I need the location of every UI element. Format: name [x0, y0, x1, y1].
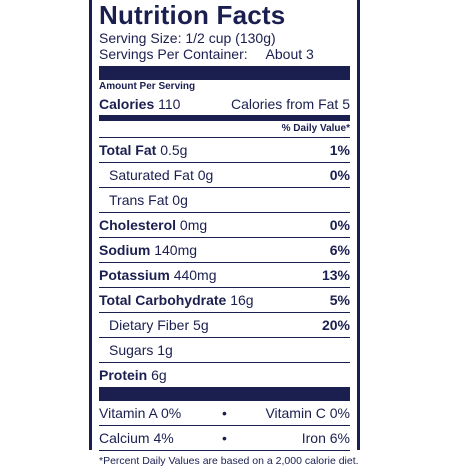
nutrient-amount: 1g — [157, 342, 173, 358]
nutrient-name: Saturated Fat — [109, 167, 194, 183]
medium-divider — [99, 115, 350, 121]
servings-per-container-value: About 3 — [265, 46, 314, 62]
nutrient-row-total-carbohydrate: Total Carbohydrate 16g 5% — [99, 287, 350, 312]
nutrient-amount: 140mg — [154, 242, 198, 258]
vitamin-a: Vitamin A 0% — [99, 405, 182, 421]
nutrient-row-total-fat: Total Fat 0.5g 1% — [99, 137, 350, 162]
footnote: *Percent Daily Values are based on a 2,0… — [99, 450, 359, 469]
nutrient-amount: 0g — [172, 192, 188, 208]
nutrient-name: Sodium — [99, 242, 151, 258]
amount-per-serving: Amount Per Serving — [99, 81, 196, 92]
nutrient-amount: 0.5g — [160, 142, 188, 158]
nutrient-name: Sugars — [109, 342, 154, 358]
nutrient-row-trans-fat: Trans Fat 0g — [99, 187, 350, 212]
label-title: Nutrition Facts — [99, 0, 286, 30]
servings-per-container: Servings Per Container: About 3 — [99, 46, 350, 62]
nutrient-name: Protein — [99, 367, 148, 383]
nutrient-name: Potassium — [99, 267, 170, 283]
nutrient-dv: 1% — [329, 142, 350, 158]
nutrient-row-sugars: Sugars 1g — [99, 337, 350, 362]
thick-divider — [99, 387, 350, 401]
calories-label: Calories — [99, 96, 155, 112]
nutrient-row-dietary-fiber: Dietary Fiber 5g 20% — [99, 312, 350, 337]
nutrient-amount: 6g — [151, 367, 167, 383]
nutrient-amount: 0mg — [179, 217, 208, 233]
nutrition-label: Nutrition Facts Serving Size: 1/2 cup (1… — [89, 0, 360, 467]
bullet-separator: • — [222, 405, 227, 421]
nutrient-row-saturated-fat: Saturated Fat 0g 0% — [99, 162, 350, 187]
nutrient-row-cholesterol: Cholesterol 0mg 0% — [99, 212, 350, 237]
nutrient-dv: 0% — [329, 217, 350, 233]
nutrient-amount: 440mg — [173, 267, 217, 283]
calories-value: 110 — [158, 96, 181, 112]
nutrient-amount: 16g — [230, 292, 254, 308]
calcium: Calcium 4% — [99, 430, 174, 446]
nutrient-name: Total Carbohydrate — [99, 292, 227, 308]
vitamin-row: Vitamin A 0% • Vitamin C 0% — [99, 401, 350, 425]
nutrient-dv: 0% — [329, 167, 350, 183]
nutrient-row-sodium: Sodium 140mg 6% — [99, 237, 350, 262]
nutrient-name: Cholesterol — [99, 217, 177, 233]
nutrient-dv: 6% — [329, 242, 350, 258]
nutrient-name: Total Fat — [99, 142, 157, 158]
iron: Iron 6% — [301, 430, 350, 446]
thick-divider — [99, 66, 350, 80]
calories-row: Calories 110 Calories from Fat 5 — [99, 93, 350, 115]
bullet-separator: • — [222, 430, 227, 446]
vitamin-c: Vitamin C 0% — [265, 405, 350, 421]
daily-value-header: % Daily Value* — [281, 123, 350, 134]
nutrient-dv: 20% — [321, 317, 350, 333]
nutrient-row-potassium: Potassium 440mg 13% — [99, 262, 350, 287]
nutrient-dv: 13% — [321, 267, 350, 283]
nutrient-amount: 0g — [197, 167, 214, 183]
serving-size: Serving Size: 1/2 cup (130g) — [99, 30, 276, 46]
nutrient-row-protein: Protein 6g — [99, 362, 350, 387]
nutrient-name: Trans Fat — [109, 192, 169, 208]
servings-per-container-label: Servings Per Container: — [99, 46, 248, 62]
nutrient-dv: 5% — [329, 292, 350, 308]
nutrient-amount: 5g — [193, 317, 209, 333]
calories: Calories 110 — [99, 94, 180, 114]
vitamin-row: Calcium 4% • Iron 6% — [99, 425, 350, 450]
nutrient-name: Dietary Fiber — [109, 317, 190, 333]
calories-from-fat: Calories from Fat 5 — [230, 96, 350, 112]
